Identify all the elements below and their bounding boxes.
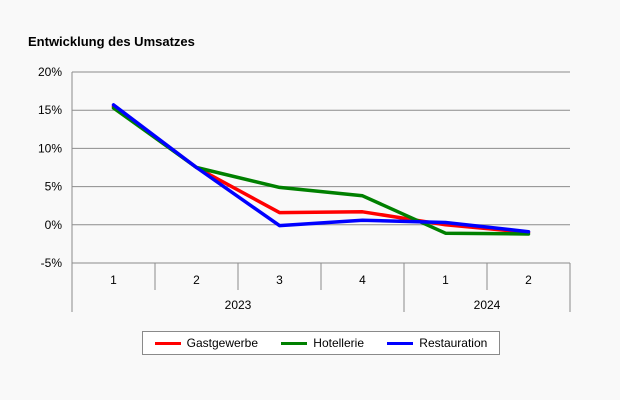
y-tick-label: 15% [38,103,62,117]
y-tick-label: 0% [45,218,63,232]
x-tick-label: 1 [110,273,117,287]
chart-legend: Gastgewerbe Hotellerie Restauration [142,331,500,355]
x-tick-label: 1 [442,273,449,287]
series-line-hotellerie [111,106,531,236]
x-tick-label: 3 [276,273,283,287]
legend-label: Hotellerie [313,336,364,350]
x-tick-label: 4 [359,273,366,287]
y-tick-label: 5% [45,180,63,194]
legend-label: Restauration [419,336,488,350]
chart-title: Entwicklung des Umsatzes [28,34,195,49]
legend-item: Gastgewerbe [154,336,259,350]
x-group-label: 2024 [474,298,501,312]
x-group-label: 2023 [225,298,252,312]
legend-item: Hotellerie [281,336,364,350]
legend-swatch [387,341,414,345]
y-tick-label: 20% [38,65,62,79]
y-tick-label: -5% [41,256,63,270]
legend-label: Gastgewerbe [186,336,259,350]
series-line-gastgewerbe [111,104,531,235]
y-tick-label: 10% [38,141,62,155]
legend-swatch [154,341,181,345]
legend-swatch [281,341,308,345]
x-tick-label: 2 [525,273,532,287]
legend-item: Restauration [387,336,487,350]
series-line-restauration [111,103,531,234]
x-tick-label: 2 [193,273,200,287]
